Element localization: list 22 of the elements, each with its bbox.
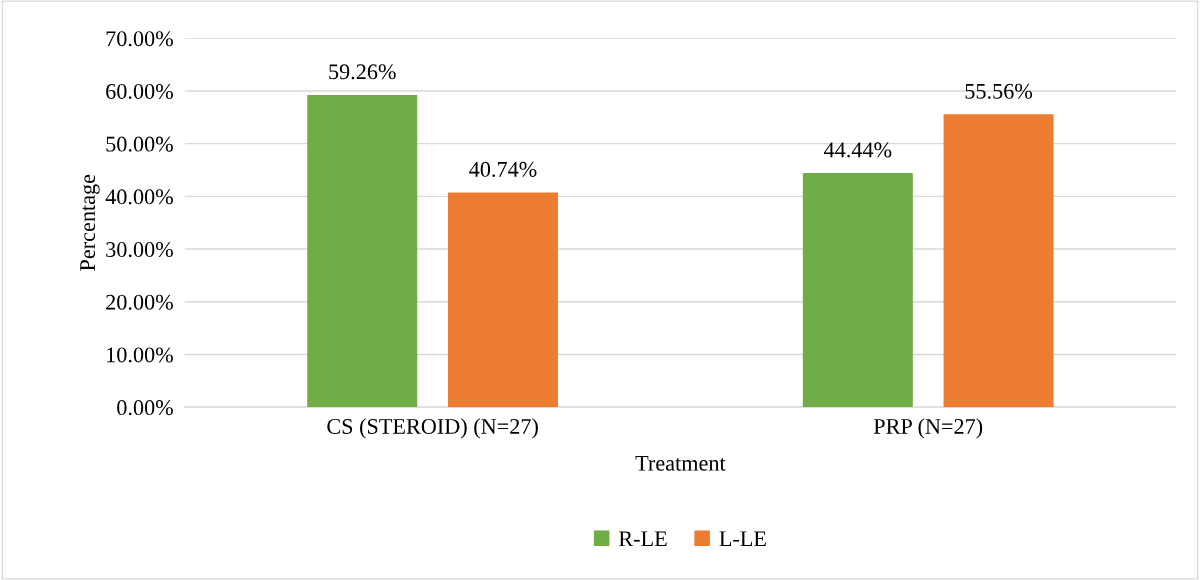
data-label: 40.74% — [469, 161, 537, 177]
y-tick-label: 20.00% — [106, 294, 173, 310]
x-tick-label: CS (STEROID) (N=27) — [327, 418, 538, 439]
y-tick-label: 30.00% — [106, 242, 173, 258]
x-tick-label: PRP (N=27) — [873, 418, 983, 439]
bar — [447, 192, 558, 408]
data-label: 55.56% — [965, 83, 1033, 99]
data-label: 59.26% — [329, 64, 396, 80]
y-tick-label: 40.00% — [105, 189, 173, 205]
bar — [943, 114, 1054, 408]
y-tick-label: 60.00% — [106, 83, 173, 99]
x-axis-title: Treatment — [635, 455, 726, 471]
y-tick-label: 70.00% — [106, 31, 173, 47]
legend-label: L-LE — [719, 531, 766, 546]
y-tick-label: 0.00% — [117, 400, 173, 416]
bar — [802, 172, 913, 408]
y-axis-title: Percentage — [80, 174, 100, 271]
legend-label: R-LE — [618, 531, 667, 546]
data-label: 44.44% — [824, 142, 892, 158]
y-tick-label: 10.00% — [107, 347, 173, 363]
bar — [307, 94, 418, 408]
y-tick-label: 50.00% — [106, 136, 173, 152]
